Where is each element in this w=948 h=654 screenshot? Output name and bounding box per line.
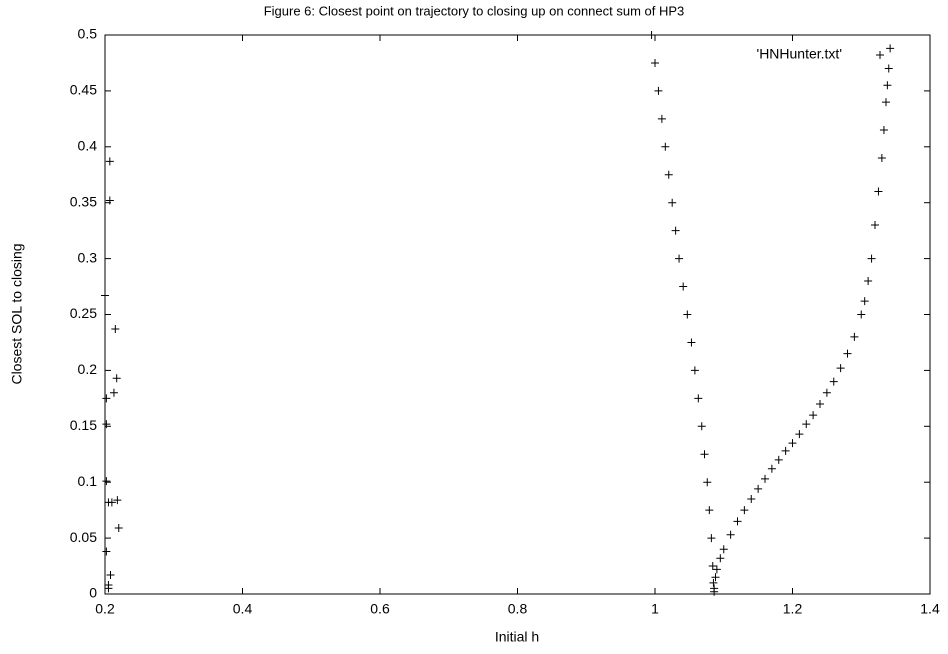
y-tick-label: 0.05 (70, 529, 97, 545)
data-point (694, 394, 703, 403)
data-point (754, 484, 763, 493)
x-tick-label: 1.4 (920, 601, 940, 617)
data-point (657, 114, 666, 123)
data-point (664, 170, 673, 179)
data-point (719, 545, 728, 554)
legend-symbol (876, 51, 884, 59)
x-tick-label: 0.2 (95, 601, 115, 617)
x-tick-label: 1.2 (783, 601, 803, 617)
data-point (102, 547, 111, 556)
y-tick-label: 0 (89, 585, 97, 601)
data-point (886, 44, 895, 53)
data-point (747, 494, 756, 503)
data-point (113, 496, 122, 505)
data-point (883, 81, 892, 90)
data-point (867, 254, 876, 263)
x-axis-label: Initial h (495, 629, 539, 645)
data-point (703, 478, 712, 487)
legend-label: 'HNHunter.txt' (757, 46, 842, 62)
data-point (105, 157, 114, 166)
y-tick-label: 0.4 (78, 138, 98, 154)
y-tick-label: 0.15 (70, 417, 97, 433)
plot-frame (104, 34, 931, 595)
data-point (829, 377, 838, 386)
data-point (679, 282, 688, 291)
data-point (647, 31, 656, 39)
data-point (668, 198, 677, 207)
data-point (864, 276, 873, 285)
data-point (683, 310, 692, 319)
y-tick-label: 0.5 (78, 26, 98, 42)
data-point (106, 570, 115, 579)
data-point (802, 420, 811, 429)
data-point (711, 573, 720, 582)
data-point (740, 506, 749, 515)
data-point (101, 291, 109, 300)
data-point (795, 430, 804, 439)
data-point (708, 562, 717, 571)
data-point (882, 98, 890, 107)
data-point (687, 338, 696, 347)
data-point (705, 506, 714, 515)
data-point (822, 388, 831, 397)
data-point (774, 455, 783, 464)
data-point (816, 399, 824, 408)
data-point (109, 388, 118, 397)
y-tick-label: 0.45 (70, 82, 97, 98)
y-tick-label: 0.1 (78, 473, 98, 489)
x-tick-label: 1 (651, 601, 659, 617)
data-point (710, 584, 719, 593)
data-point (809, 411, 818, 420)
data-point (102, 394, 111, 403)
data-point (102, 477, 111, 486)
data-point (107, 498, 116, 507)
data-point (850, 332, 859, 341)
data-point (114, 524, 123, 533)
data-point (716, 554, 725, 563)
data-point (102, 420, 111, 429)
data-point (112, 374, 121, 383)
x-tick-label: 0.4 (233, 601, 253, 617)
y-tick-label: 0.3 (78, 249, 98, 265)
data-point (884, 64, 893, 73)
data-point (761, 474, 769, 483)
data-point (860, 297, 869, 306)
data-point (788, 439, 797, 448)
data-point (733, 517, 742, 526)
data-point (700, 450, 709, 459)
data-point (857, 310, 866, 319)
data-point (879, 126, 888, 135)
data-point (871, 221, 879, 230)
data-point (836, 364, 845, 373)
data-point (877, 153, 886, 162)
data-point (675, 254, 684, 263)
data-point (661, 142, 670, 151)
data-point (709, 578, 718, 587)
y-tick-label: 0.2 (78, 361, 98, 377)
data-point (874, 187, 883, 196)
data-point (690, 366, 699, 375)
data-point (781, 446, 790, 455)
data-point (651, 58, 659, 67)
data-point (697, 422, 706, 431)
data-point (671, 226, 680, 235)
y-axis-label: Closest SOL to closing (9, 243, 25, 384)
y-tick-label: 0.35 (70, 193, 97, 209)
data-point (104, 581, 113, 590)
data-point (767, 464, 776, 473)
data-point (843, 349, 852, 358)
data-point (111, 325, 120, 334)
chart-title: Figure 6: Closest point on trajectory to… (264, 3, 685, 18)
y-tick-label: 0.25 (70, 305, 97, 321)
x-tick-label: 0.6 (370, 601, 390, 617)
data-point (707, 534, 716, 543)
data-point (726, 530, 735, 539)
x-tick-label: 0.8 (508, 601, 528, 617)
data-point (105, 196, 114, 205)
data-point (712, 565, 721, 574)
data-point (654, 86, 663, 95)
